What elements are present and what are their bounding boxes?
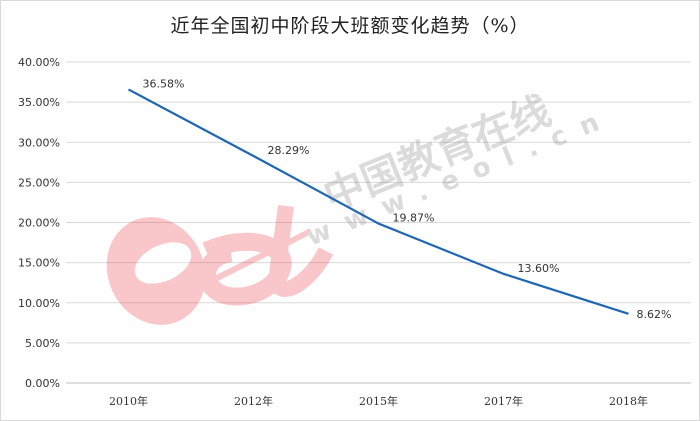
y-tick-label: 30.00% [18,136,60,149]
y-tick-label: 0.00% [25,377,60,390]
x-tick-label: 2015年 [359,394,398,408]
y-tick-label: 20.00% [18,217,60,230]
y-tick-label: 5.00% [25,337,60,350]
y-tick-label: 10.00% [18,297,60,310]
y-tick-label: 35.00% [18,96,60,109]
series-group [127,88,629,315]
y-tick-label: 25.00% [18,176,60,189]
x-axis-ticks: 2010年 2012年 2015年 2017年 2018年 [109,394,648,408]
x-tick-label: 2012年 [234,394,273,408]
x-tick-label: 2018年 [609,394,648,408]
data-label: 36.58% [143,77,185,90]
y-tick-label: 15.00% [18,257,60,270]
data-label: 13.60% [518,262,560,275]
x-tick-label: 2017年 [484,394,523,408]
chart-title: 近年全国初中阶段大班额变化趋势（%） [170,15,530,37]
x-tick-label: 2010年 [109,394,148,408]
data-label: 28.29% [268,144,310,157]
data-label: 19.87% [393,212,435,225]
eol-logo [106,204,334,325]
data-label: 8.62% [637,308,672,321]
data-labels: 36.58% 28.29% 19.87% 13.60% 8.62% [143,77,672,320]
y-tick-label: 40.00% [18,56,60,69]
y-axis-ticks: 0.00% 5.00% 10.00% 15.00% 20.00% 25.00% 30.00%… [18,56,60,390]
